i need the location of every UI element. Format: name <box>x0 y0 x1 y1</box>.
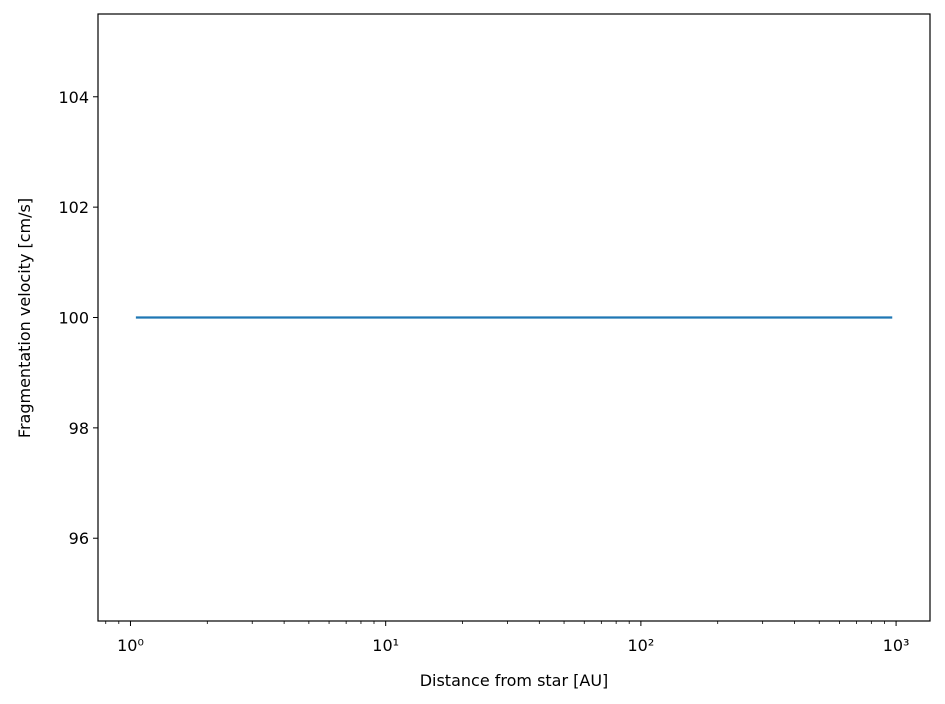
y-tick-label: 102 <box>58 198 89 217</box>
x-tick-label: 10³ <box>883 636 910 655</box>
x-tick-label: 10² <box>627 636 654 655</box>
y-tick-label: 96 <box>69 529 89 548</box>
axes-frame <box>97 13 931 622</box>
y-tick-label: 104 <box>58 88 89 107</box>
y-tick-label: 98 <box>69 419 89 438</box>
x-tick-label: 10¹ <box>372 636 399 655</box>
x-axis-label: Distance from star [AU] <box>420 671 609 690</box>
x-tick-label: 10⁰ <box>117 636 144 655</box>
y-axis-label: Fragmentation velocity [cm/s] <box>15 198 34 438</box>
y-tick-label: 100 <box>58 309 89 328</box>
